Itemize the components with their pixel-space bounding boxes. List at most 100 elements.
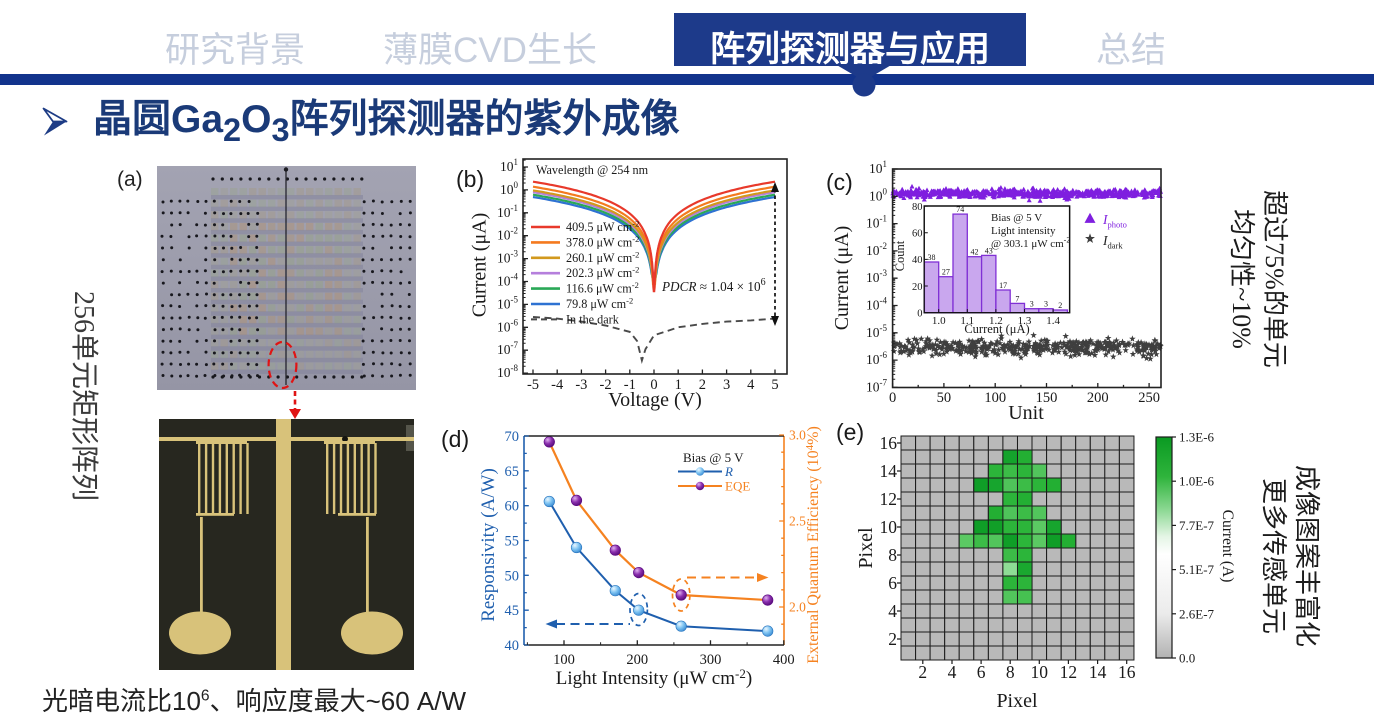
svg-text:79.8 μW cm-2: 79.8 μW cm-2 [566, 296, 633, 312]
svg-text:10: 10 [880, 517, 898, 537]
svg-text:8: 8 [1006, 662, 1015, 682]
svg-text:10-7: 10-7 [866, 377, 887, 394]
svg-text:10-3: 10-3 [866, 268, 887, 285]
svg-text:2: 2 [888, 629, 897, 649]
svg-text:10-3: 10-3 [497, 249, 518, 266]
svg-text:12: 12 [880, 489, 898, 509]
svg-text:100: 100 [869, 186, 888, 203]
svg-text:Responsivity (A/W): Responsivity (A/W) [478, 468, 499, 622]
svg-text:202.3 μW cm-2: 202.3 μW cm-2 [566, 265, 639, 281]
svg-text:Light Intensity (μW cm-2): Light Intensity (μW cm-2) [556, 666, 752, 689]
svg-text:0: 0 [650, 377, 657, 393]
svg-text:5.1E-7: 5.1E-7 [1179, 562, 1215, 577]
svg-text:7: 7 [1015, 294, 1019, 303]
svg-text:Light intensity: Light intensity [991, 225, 1056, 237]
svg-text:-1: -1 [624, 377, 636, 393]
svg-text:300: 300 [700, 652, 722, 668]
svg-text:10-6: 10-6 [866, 350, 887, 367]
svg-text:10-5: 10-5 [866, 323, 887, 340]
svg-text:@ 303.1 μW cm-2: @ 303.1 μW cm-2 [991, 236, 1070, 251]
svg-text:38: 38 [928, 253, 936, 262]
svg-text:Pixel: Pixel [855, 527, 877, 569]
svg-text:6: 6 [888, 573, 897, 593]
svg-text:409.5 μW cm-2: 409.5 μW cm-2 [566, 219, 639, 235]
svg-text:Bias @ 5 V: Bias @ 5 V [683, 450, 744, 465]
svg-text:10-6: 10-6 [497, 317, 518, 334]
svg-text:70: 70 [505, 429, 520, 445]
svg-text:150: 150 [1036, 390, 1058, 406]
svg-text:2: 2 [918, 662, 927, 682]
svg-text:1.0: 1.0 [932, 315, 946, 327]
svg-text:3: 3 [723, 377, 730, 393]
svg-text:2.6E-7: 2.6E-7 [1179, 606, 1215, 621]
svg-text:Count: Count [893, 240, 907, 271]
svg-text:116.6 μW cm-2: 116.6 μW cm-2 [566, 280, 639, 296]
svg-text:10-8: 10-8 [497, 363, 518, 380]
svg-text:40: 40 [912, 255, 923, 266]
svg-text:10: 10 [1031, 662, 1049, 682]
svg-text:378.0 μW cm-2: 378.0 μW cm-2 [566, 234, 639, 250]
svg-text:-3: -3 [575, 377, 587, 393]
svg-text:(e): (e) [836, 419, 864, 445]
svg-text:EQE: EQE [725, 479, 750, 494]
svg-text:5: 5 [771, 377, 778, 393]
svg-text:12: 12 [1060, 662, 1078, 682]
svg-text:1.2: 1.2 [989, 315, 1003, 327]
svg-text:Current (μA): Current (μA) [964, 322, 1029, 336]
svg-text:4: 4 [888, 601, 897, 621]
svg-text:400: 400 [773, 652, 795, 668]
svg-text:10-4: 10-4 [866, 296, 887, 313]
svg-text:Pixel: Pixel [996, 690, 1038, 712]
svg-text:3.0: 3.0 [789, 428, 806, 443]
svg-text:10-4: 10-4 [497, 272, 518, 289]
svg-text:Unit: Unit [1008, 402, 1044, 424]
svg-text:PDCR ≈ 1.04 × 106: PDCR ≈ 1.04 × 106 [661, 277, 766, 294]
svg-text:60: 60 [912, 229, 923, 240]
svg-text:14: 14 [1089, 662, 1107, 682]
svg-text:(b): (b) [456, 166, 484, 192]
svg-text:260.1 μW cm-2: 260.1 μW cm-2 [566, 249, 639, 265]
svg-text:101: 101 [500, 157, 518, 174]
svg-text:50: 50 [937, 390, 952, 406]
svg-text:3: 3 [1030, 300, 1034, 309]
svg-text:0.0: 0.0 [1179, 651, 1195, 666]
svg-text:65: 65 [505, 464, 520, 480]
svg-text:In the dark: In the dark [566, 312, 620, 326]
svg-text:74: 74 [956, 205, 964, 214]
svg-text:Iphoto: Iphoto [1102, 212, 1127, 230]
svg-text:-4: -4 [551, 377, 564, 393]
svg-text:101: 101 [869, 159, 887, 176]
svg-text:16: 16 [880, 433, 898, 453]
svg-text:250: 250 [1138, 390, 1160, 406]
svg-text:4: 4 [948, 662, 957, 682]
svg-text:2: 2 [699, 377, 706, 393]
svg-text:14: 14 [880, 461, 898, 481]
svg-text:20: 20 [912, 282, 923, 293]
svg-text:60: 60 [505, 499, 520, 515]
svg-text:10-1: 10-1 [497, 203, 518, 220]
svg-text:External Quantum Efficiency (1: External Quantum Efficiency (104%) [804, 426, 822, 664]
svg-text:1.3E-6: 1.3E-6 [1179, 430, 1215, 445]
svg-text:1.4: 1.4 [1046, 315, 1060, 327]
svg-text:Current (A): Current (A) [1219, 510, 1236, 583]
svg-text:Current (μA): Current (μA) [831, 226, 853, 331]
svg-text:2.0: 2.0 [789, 600, 806, 615]
svg-text:-2: -2 [600, 377, 612, 393]
svg-text:Bias @ 5 V: Bias @ 5 V [991, 212, 1042, 224]
svg-text:43: 43 [985, 246, 993, 255]
svg-text:80: 80 [912, 202, 923, 213]
svg-text:Current (μA): Current (μA) [469, 213, 491, 318]
svg-text:4: 4 [747, 377, 755, 393]
svg-text:40: 40 [505, 638, 520, 654]
svg-text:1: 1 [675, 377, 682, 393]
svg-text:R: R [724, 464, 733, 479]
svg-text:42: 42 [971, 248, 979, 257]
svg-text:100: 100 [984, 390, 1006, 406]
svg-text:10-5: 10-5 [497, 294, 518, 311]
svg-text:10-2: 10-2 [866, 241, 887, 258]
svg-text:17: 17 [999, 281, 1007, 290]
svg-text:Idark: Idark [1102, 233, 1123, 251]
svg-text:7.7E-7: 7.7E-7 [1179, 518, 1215, 533]
svg-text:0: 0 [917, 309, 922, 320]
svg-text:200: 200 [1087, 390, 1109, 406]
